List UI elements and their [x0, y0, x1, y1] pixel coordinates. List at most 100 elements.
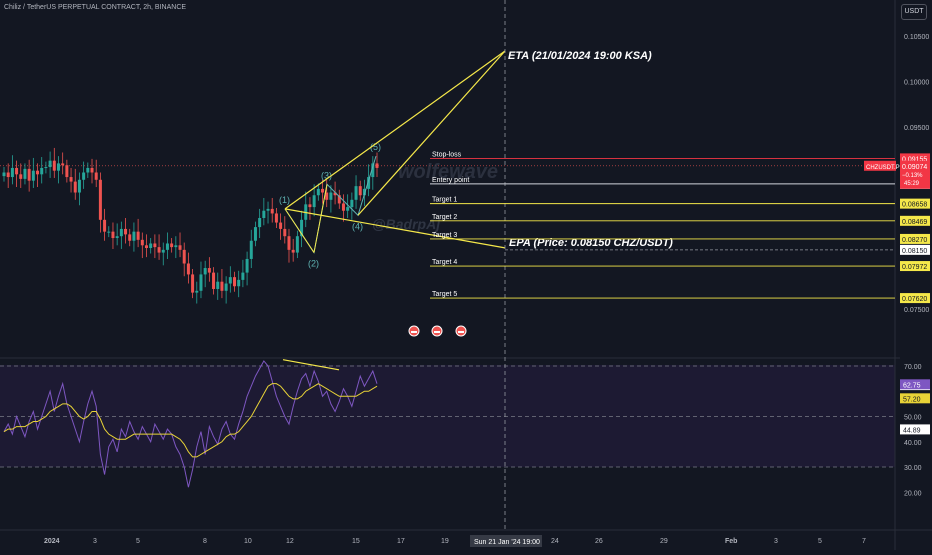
candle-body — [86, 167, 90, 173]
candle-body — [283, 228, 287, 237]
current-price-text: 0.09074 — [902, 164, 927, 171]
ticker-tag — [864, 160, 896, 171]
candle-body — [48, 160, 52, 168]
candle-body — [52, 160, 56, 171]
eta-line-4-5 — [357, 50, 506, 216]
price-axis-tick: 0.10000 — [904, 80, 929, 87]
candle-body — [237, 279, 241, 287]
candle-body — [69, 177, 73, 182]
candle-body — [354, 186, 358, 200]
candle-body — [312, 195, 316, 208]
candle-body — [73, 181, 77, 193]
candle-body — [228, 277, 232, 284]
rsi-ma-line — [3, 383, 378, 458]
candle-body — [249, 240, 253, 259]
wedge-line-1-2 — [284, 208, 315, 253]
candle-body — [107, 231, 111, 233]
candle-body — [291, 249, 295, 253]
candle-body — [212, 272, 216, 289]
candle-body — [61, 163, 65, 166]
candle-body — [371, 163, 375, 178]
time-axis-tick: Feb — [725, 538, 737, 545]
candle-body — [253, 227, 257, 241]
candle-body — [19, 174, 23, 179]
time-axis-tick: 26 — [595, 538, 603, 545]
level-price-tag-text: 0.07620 — [902, 296, 927, 303]
candle-body — [216, 281, 220, 289]
candle-body — [111, 231, 115, 239]
candle-body — [77, 179, 81, 193]
candle-body — [27, 168, 31, 181]
candle-body — [199, 274, 203, 291]
candle-body — [333, 192, 337, 196]
candle-body — [182, 249, 186, 264]
candle-body — [149, 243, 153, 249]
candle-body — [103, 219, 107, 232]
wave-label: (2) — [308, 259, 319, 269]
time-axis-tick: 29 — [660, 538, 668, 545]
candle-body — [124, 228, 128, 235]
candle-body — [308, 204, 312, 208]
candle-body — [31, 170, 35, 181]
event-marker-bar — [411, 331, 417, 333]
rsi-axis-tick: 30.00 — [904, 465, 922, 472]
time-axis-tick: 12 — [286, 538, 294, 545]
candle-body — [10, 167, 14, 178]
candle-body — [191, 274, 195, 293]
candle-body — [375, 163, 379, 168]
rsi-axis-tick: 20.00 — [904, 490, 922, 497]
rsi-value-tag-text: 62.75 — [903, 382, 921, 389]
candle-body — [56, 163, 60, 171]
candle-body — [321, 188, 325, 193]
price-axis-tick: 0.09500 — [904, 125, 929, 132]
time-axis-tick: 15 — [352, 538, 360, 545]
candle-body — [287, 236, 291, 250]
candle-body — [94, 172, 98, 180]
time-axis-tick: 2024 — [44, 538, 60, 545]
candle-body — [44, 167, 48, 169]
candle-body — [153, 243, 157, 248]
rsi-value-tag — [900, 393, 930, 404]
epa-price-tag-text: 0.08150 — [902, 248, 927, 255]
candle-body — [90, 167, 94, 173]
candle-body — [144, 245, 148, 249]
candle-body — [115, 236, 119, 239]
rsi-axis-tick: 70.00 — [904, 364, 922, 371]
level-price-tag — [900, 198, 930, 209]
level-price-tag-text: 0.09155 — [902, 156, 927, 163]
candle-body — [65, 165, 69, 178]
watermark-text: wolfewave — [398, 161, 498, 183]
event-marker-bar — [458, 331, 464, 333]
candle-body — [346, 207, 350, 211]
rsi-line — [3, 360, 378, 488]
candle-body — [341, 203, 345, 211]
price-axis-tick: 0.07500 — [904, 307, 929, 314]
level-price-tag-text: 0.08658 — [902, 202, 927, 209]
candle-body — [220, 281, 224, 291]
rsi-band-fill — [0, 365, 895, 467]
event-marker-bar — [434, 331, 440, 333]
level-label: Target 3 — [432, 232, 457, 239]
candle-body — [224, 283, 228, 291]
currency-button[interactable]: USDT — [901, 4, 927, 20]
candle-body — [195, 290, 199, 293]
rsi-axis-tick: 40.00 — [904, 440, 922, 447]
candle-body — [258, 218, 262, 228]
candle-body — [40, 167, 44, 175]
candle-body — [165, 243, 169, 250]
level-price-tag-text: 0.07972 — [902, 264, 927, 271]
price-axis-tick: 0.10500 — [904, 34, 929, 41]
rsi-axis-tick: 50.00 — [904, 415, 922, 422]
candle-body — [140, 239, 144, 246]
author-tag-text: @BadrpAj — [372, 216, 441, 232]
level-label: Target 1 — [432, 197, 457, 204]
candle-body — [119, 228, 123, 237]
wedge-line-2-3 — [313, 184, 328, 253]
epa-line — [284, 208, 506, 249]
candle-body — [161, 249, 165, 253]
rsi-value-tag — [900, 424, 930, 435]
rsi-value-tag — [900, 379, 930, 390]
candle-body — [6, 172, 10, 178]
